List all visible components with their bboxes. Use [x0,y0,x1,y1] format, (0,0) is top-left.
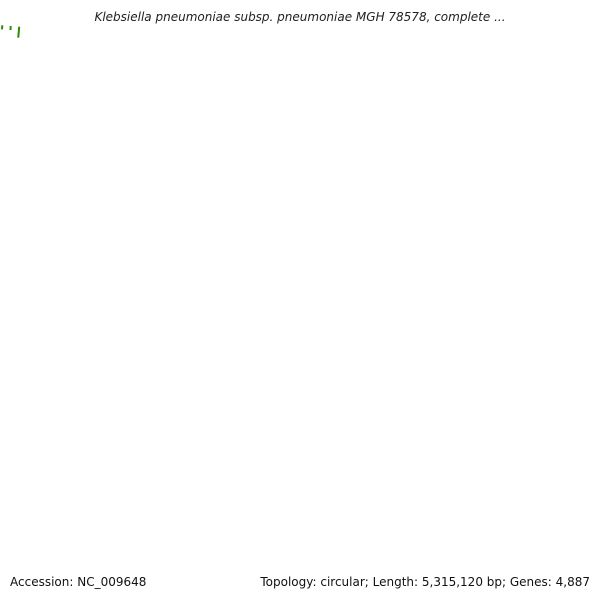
genome-backbone [0,0,23,27]
scale-tick [17,26,21,38]
scale-track: 109 kbp110 kbp111 kbp112 kbp113 kbp114 k… [0,25,21,38]
accession-label: Accession: NC_009648 [10,575,147,589]
map-title: Klebsiella pneumoniae subsp. pneumoniae … [94,10,506,24]
genome-summary: Topology: circular; Length: 5,315,120 bp… [260,575,590,589]
backbone-layer [0,0,23,27]
